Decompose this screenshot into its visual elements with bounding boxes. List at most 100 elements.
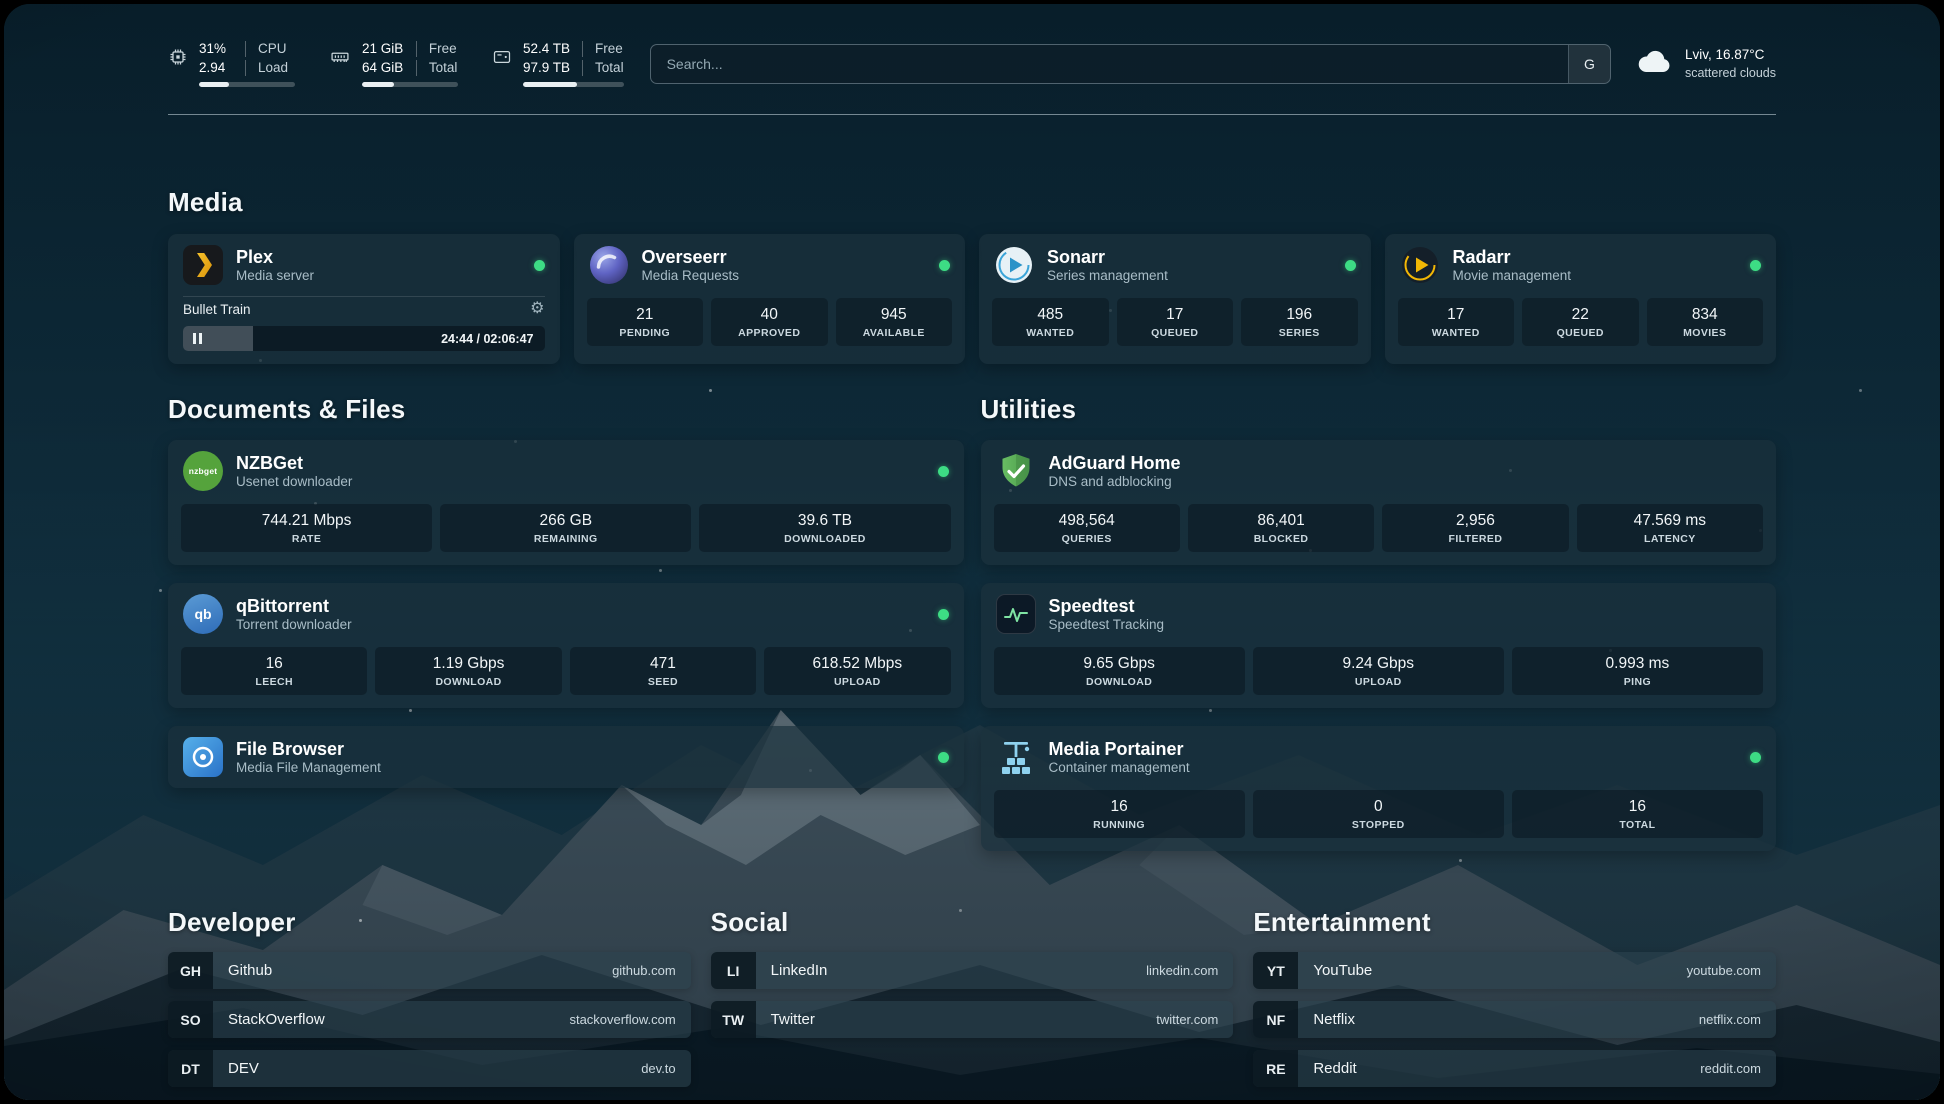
search-input[interactable] bbox=[650, 56, 1568, 72]
developer-section-title: Developer bbox=[168, 907, 296, 937]
bookmark-abbr: NF bbox=[1253, 1001, 1299, 1038]
status-dot bbox=[1344, 259, 1356, 271]
disk-icon bbox=[492, 47, 512, 72]
bookmark-name: Reddit bbox=[1313, 1060, 1357, 1077]
weather-widget: Lviv, 16.87°C scattered clouds bbox=[1637, 46, 1776, 81]
service-name: Overseerr bbox=[641, 246, 727, 267]
overseerr-icon bbox=[589, 245, 629, 285]
service-name: NZBGet bbox=[236, 452, 303, 473]
service-subtitle: DNS and adblocking bbox=[1048, 474, 1172, 490]
bookmark-name: Netflix bbox=[1313, 1011, 1356, 1028]
stat-seed: 471 SEED bbox=[569, 647, 757, 695]
social-section-title: Social bbox=[710, 907, 789, 937]
stat-wanted: 17 WANTED bbox=[1397, 298, 1514, 346]
adguard-icon bbox=[996, 451, 1036, 491]
service-subtitle: Movie management bbox=[1452, 268, 1572, 284]
bookmarks-developer: Developer GH Github github.com SO StackO… bbox=[168, 907, 691, 1087]
stat-download: 1.19 Gbps DOWNLOAD bbox=[375, 647, 562, 695]
service-card-speedtest[interactable]: Speedtest Speedtest Tracking 9.65 Gbps DO… bbox=[980, 583, 1776, 708]
stat-movies: 834 MOVIES bbox=[1646, 298, 1763, 346]
now-playing-progress: 24:44 / 02:06:47 bbox=[183, 326, 545, 351]
cloud-icon bbox=[1637, 49, 1673, 80]
stat-leech: 16 LEECH bbox=[181, 647, 368, 695]
service-card-overseerr[interactable]: Overseerr Media Requests 21 PENDING 40 APP… bbox=[573, 234, 965, 364]
stat-remaining: 266 GB REMAINING bbox=[440, 504, 692, 552]
service-name: Media Portainer bbox=[1048, 738, 1184, 759]
stat-upload: 9.24 Gbps UPLOAD bbox=[1252, 647, 1504, 695]
cpu-icon bbox=[168, 47, 188, 72]
bookmark-linkedin[interactable]: LI LinkedIn linkedin.com bbox=[710, 952, 1234, 989]
nzbget-icon: nzbget bbox=[183, 451, 223, 491]
portainer-icon bbox=[996, 737, 1036, 777]
bookmark-url: linkedin.com bbox=[1146, 963, 1219, 978]
service-card-adguard[interactable]: AdGuard Home DNS and adblocking 498,564 Q… bbox=[980, 440, 1776, 565]
gear-icon[interactable]: ⚙ bbox=[530, 300, 545, 317]
stat-queued: 22 QUEUED bbox=[1522, 298, 1639, 346]
search-bar: G bbox=[649, 44, 1611, 84]
disk-widget: 52.4 TB Free 97.9 TB Total bbox=[492, 41, 624, 87]
stat-series: 196 SERIES bbox=[1241, 298, 1358, 346]
stat-ping: 0.993 ms PING bbox=[1511, 647, 1764, 695]
service-name: Speedtest bbox=[1048, 595, 1135, 616]
stat-running: 16 RUNNING bbox=[993, 790, 1245, 838]
stat-available: 945 AVAILABLE bbox=[835, 298, 952, 346]
entertainment-section-title: Entertainment bbox=[1253, 907, 1431, 937]
service-card-nzbget[interactable]: nzbget NZBGet Usenet downloader 744.21 M… bbox=[168, 440, 964, 565]
speedtest-icon bbox=[995, 594, 1036, 634]
service-subtitle: Series management bbox=[1047, 268, 1168, 284]
stat-filtered: 2,956 FILTERED bbox=[1382, 504, 1569, 552]
search-provider-button[interactable]: G bbox=[1567, 45, 1610, 83]
service-card-qbittorrent[interactable]: qb qBittorrent Torrent downloader 16 LEEC… bbox=[168, 583, 964, 708]
dashboard-screen: 31% CPU 2.94 Load 21 GiB bbox=[4, 4, 1940, 1100]
bookmark-abbr: TW bbox=[710, 1001, 756, 1038]
bookmark-dev[interactable]: DT DEV dev.to bbox=[168, 1050, 691, 1087]
bookmark-abbr: RE bbox=[1253, 1050, 1299, 1087]
bookmark-abbr: YT bbox=[1253, 952, 1299, 989]
service-subtitle: Container management bbox=[1048, 760, 1190, 776]
filebrowser-icon bbox=[183, 737, 223, 777]
section-documents: Documents & Files nzbget NZBGet Usenet d… bbox=[168, 394, 964, 851]
stat-upload: 618.52 Mbps UPLOAD bbox=[764, 647, 951, 695]
stat-total: 16 TOTAL bbox=[1511, 790, 1764, 838]
qbittorrent-icon: qb bbox=[183, 594, 223, 634]
cpu-usage-value: 31% bbox=[199, 41, 227, 57]
bookmark-name: Github bbox=[228, 962, 273, 979]
top-bar: 31% CPU 2.94 Load 21 GiB bbox=[168, 38, 1776, 90]
service-card-radarr[interactable]: Radarr Movie management 17 WANTED 22 QUEUE… bbox=[1384, 234, 1776, 364]
cpu-widget: 31% CPU 2.94 Load bbox=[168, 41, 295, 87]
service-card-filebrowser[interactable]: File Browser Media File Management bbox=[168, 726, 964, 788]
service-name: Radarr bbox=[1452, 246, 1511, 267]
bookmark-url: twitter.com bbox=[1156, 1012, 1219, 1027]
bookmark-reddit[interactable]: RE Reddit reddit.com bbox=[1253, 1050, 1776, 1087]
status-dot bbox=[1750, 751, 1761, 763]
plex-icon bbox=[183, 245, 223, 285]
bookmark-name: YouTube bbox=[1313, 962, 1373, 979]
bookmarks-entertainment: Entertainment YT YouTube youtube.com NF … bbox=[1253, 907, 1776, 1087]
stat-blocked: 86,401 BLOCKED bbox=[1187, 504, 1375, 552]
stat-latency: 47.569 ms LATENCY bbox=[1576, 504, 1763, 552]
bookmark-github[interactable]: GH Github github.com bbox=[168, 952, 691, 989]
status-dot bbox=[937, 608, 949, 620]
service-card-sonarr[interactable]: Sonarr Series management 485 WANTED 17 QUE… bbox=[979, 234, 1371, 364]
service-name: Sonarr bbox=[1047, 246, 1106, 267]
service-subtitle: Media Requests bbox=[641, 268, 740, 284]
service-card-plex[interactable]: Plex Media server Bullet Train ⚙ bbox=[168, 234, 560, 364]
service-card-portainer[interactable]: Media Portainer Container management 16 R… bbox=[980, 726, 1776, 851]
disk-free-value: 52.4 TB bbox=[523, 41, 571, 57]
bookmark-netflix[interactable]: NF Netflix netflix.com bbox=[1253, 1001, 1776, 1038]
system-widgets: 31% CPU 2.94 Load 21 GiB bbox=[168, 41, 624, 87]
disk-progress-bar bbox=[523, 81, 624, 87]
bookmark-youtube[interactable]: YT YouTube youtube.com bbox=[1253, 952, 1776, 989]
bookmark-stackoverflow[interactable]: SO StackOverflow stackoverflow.com bbox=[168, 1001, 691, 1038]
service-name: Plex bbox=[236, 246, 274, 267]
cpu-load-value: 2.94 bbox=[199, 60, 226, 75]
memory-free-label: Free bbox=[415, 41, 458, 57]
section-media: Media Plex Media server bbox=[168, 187, 1776, 364]
bookmark-twitter[interactable]: TW Twitter twitter.com bbox=[710, 1001, 1234, 1038]
bookmark-abbr: LI bbox=[710, 952, 756, 989]
now-playing-time: 24:44 / 02:06:47 bbox=[441, 331, 534, 346]
pause-icon[interactable] bbox=[193, 333, 202, 344]
stat-approved: 40 APPROVED bbox=[711, 298, 828, 346]
stat-queued: 17 QUEUED bbox=[1116, 298, 1233, 346]
memory-free-value: 21 GiB bbox=[362, 41, 404, 57]
